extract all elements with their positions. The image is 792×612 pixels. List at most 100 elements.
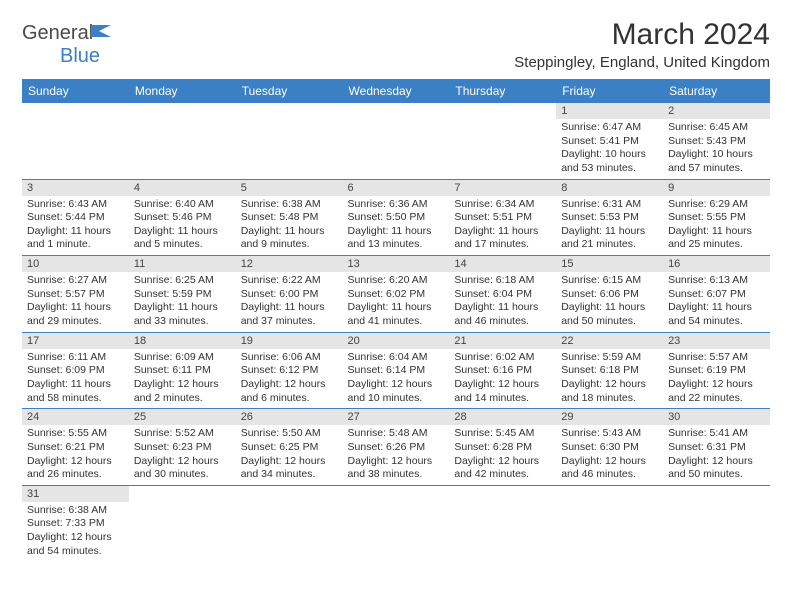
calendar-body: 1Sunrise: 6:47 AMSunset: 5:41 PMDaylight…: [22, 103, 770, 561]
day-number: 20: [343, 333, 450, 349]
calendar-row: 31Sunrise: 6:38 AMSunset: 7:33 PMDayligh…: [22, 485, 770, 561]
day-number: 23: [663, 333, 770, 349]
day-number: 16: [663, 256, 770, 272]
day-number: 19: [236, 333, 343, 349]
day-details: Sunrise: 6:27 AMSunset: 5:57 PMDaylight:…: [22, 272, 129, 332]
logo: GeneralBlue: [22, 22, 113, 68]
day-cell: 9Sunrise: 6:29 AMSunset: 5:55 PMDaylight…: [663, 179, 770, 256]
day-details: Sunrise: 6:31 AMSunset: 5:53 PMDaylight:…: [556, 196, 663, 256]
month-title: March 2024: [514, 18, 770, 52]
day-cell: 24Sunrise: 5:55 AMSunset: 6:21 PMDayligh…: [22, 409, 129, 486]
day-details: Sunrise: 6:29 AMSunset: 5:55 PMDaylight:…: [663, 196, 770, 256]
day-cell: 15Sunrise: 6:15 AMSunset: 6:06 PMDayligh…: [556, 256, 663, 333]
day-number: 28: [449, 409, 556, 425]
day-cell: 3Sunrise: 6:43 AMSunset: 5:44 PMDaylight…: [22, 179, 129, 256]
day-cell: 29Sunrise: 5:43 AMSunset: 6:30 PMDayligh…: [556, 409, 663, 486]
empty-cell: [236, 103, 343, 179]
empty-cell: [129, 485, 236, 561]
day-cell: 13Sunrise: 6:20 AMSunset: 6:02 PMDayligh…: [343, 256, 450, 333]
day-details: Sunrise: 6:11 AMSunset: 6:09 PMDaylight:…: [22, 349, 129, 409]
day-details: Sunrise: 6:20 AMSunset: 6:02 PMDaylight:…: [343, 272, 450, 332]
day-number: 22: [556, 333, 663, 349]
day-cell: 1Sunrise: 6:47 AMSunset: 5:41 PMDaylight…: [556, 103, 663, 179]
day-details: Sunrise: 6:02 AMSunset: 6:16 PMDaylight:…: [449, 349, 556, 409]
empty-cell: [449, 103, 556, 179]
day-details: Sunrise: 6:38 AMSunset: 5:48 PMDaylight:…: [236, 196, 343, 256]
empty-cell: [343, 103, 450, 179]
day-cell: 17Sunrise: 6:11 AMSunset: 6:09 PMDayligh…: [22, 332, 129, 409]
day-number: 12: [236, 256, 343, 272]
day-cell: 8Sunrise: 6:31 AMSunset: 5:53 PMDaylight…: [556, 179, 663, 256]
empty-cell: [236, 485, 343, 561]
day-cell: 26Sunrise: 5:50 AMSunset: 6:25 PMDayligh…: [236, 409, 343, 486]
calendar-table: SundayMondayTuesdayWednesdayThursdayFrid…: [22, 79, 770, 561]
header: GeneralBlue March 2024 Steppingley, Engl…: [22, 18, 770, 71]
day-details: Sunrise: 6:22 AMSunset: 6:00 PMDaylight:…: [236, 272, 343, 332]
logo-text-blue: Blue: [60, 45, 100, 67]
day-details: Sunrise: 5:50 AMSunset: 6:25 PMDaylight:…: [236, 425, 343, 485]
day-details: Sunrise: 6:43 AMSunset: 5:44 PMDaylight:…: [22, 196, 129, 256]
calendar-row: 3Sunrise: 6:43 AMSunset: 5:44 PMDaylight…: [22, 179, 770, 256]
day-details: Sunrise: 6:45 AMSunset: 5:43 PMDaylight:…: [663, 119, 770, 179]
calendar-row: 1Sunrise: 6:47 AMSunset: 5:41 PMDaylight…: [22, 103, 770, 179]
day-cell: 18Sunrise: 6:09 AMSunset: 6:11 PMDayligh…: [129, 332, 236, 409]
day-details: Sunrise: 5:57 AMSunset: 6:19 PMDaylight:…: [663, 349, 770, 409]
empty-cell: [22, 103, 129, 179]
day-cell: 10Sunrise: 6:27 AMSunset: 5:57 PMDayligh…: [22, 256, 129, 333]
day-cell: 14Sunrise: 6:18 AMSunset: 6:04 PMDayligh…: [449, 256, 556, 333]
day-number: 14: [449, 256, 556, 272]
day-header: Monday: [129, 79, 236, 103]
day-details: Sunrise: 6:34 AMSunset: 5:51 PMDaylight:…: [449, 196, 556, 256]
day-cell: 6Sunrise: 6:36 AMSunset: 5:50 PMDaylight…: [343, 179, 450, 256]
day-cell: 30Sunrise: 5:41 AMSunset: 6:31 PMDayligh…: [663, 409, 770, 486]
day-details: Sunrise: 6:18 AMSunset: 6:04 PMDaylight:…: [449, 272, 556, 332]
day-number: 30: [663, 409, 770, 425]
day-details: Sunrise: 6:47 AMSunset: 5:41 PMDaylight:…: [556, 119, 663, 179]
flag-icon: [91, 22, 113, 45]
day-cell: 5Sunrise: 6:38 AMSunset: 5:48 PMDaylight…: [236, 179, 343, 256]
day-number: 11: [129, 256, 236, 272]
day-number: 5: [236, 180, 343, 196]
day-number: 9: [663, 180, 770, 196]
day-number: 18: [129, 333, 236, 349]
day-details: Sunrise: 6:04 AMSunset: 6:14 PMDaylight:…: [343, 349, 450, 409]
day-number: 21: [449, 333, 556, 349]
empty-cell: [556, 485, 663, 561]
day-cell: 28Sunrise: 5:45 AMSunset: 6:28 PMDayligh…: [449, 409, 556, 486]
day-details: Sunrise: 5:45 AMSunset: 6:28 PMDaylight:…: [449, 425, 556, 485]
day-number: 4: [129, 180, 236, 196]
day-details: Sunrise: 5:52 AMSunset: 6:23 PMDaylight:…: [129, 425, 236, 485]
day-details: Sunrise: 5:43 AMSunset: 6:30 PMDaylight:…: [556, 425, 663, 485]
day-details: Sunrise: 6:25 AMSunset: 5:59 PMDaylight:…: [129, 272, 236, 332]
calendar-row: 17Sunrise: 6:11 AMSunset: 6:09 PMDayligh…: [22, 332, 770, 409]
empty-cell: [343, 485, 450, 561]
logo-text: GeneralBlue: [22, 22, 113, 68]
day-cell: 7Sunrise: 6:34 AMSunset: 5:51 PMDaylight…: [449, 179, 556, 256]
day-details: Sunrise: 5:59 AMSunset: 6:18 PMDaylight:…: [556, 349, 663, 409]
day-cell: 20Sunrise: 6:04 AMSunset: 6:14 PMDayligh…: [343, 332, 450, 409]
empty-cell: [129, 103, 236, 179]
empty-cell: [449, 485, 556, 561]
day-details: Sunrise: 5:41 AMSunset: 6:31 PMDaylight:…: [663, 425, 770, 485]
day-number: 27: [343, 409, 450, 425]
day-cell: 16Sunrise: 6:13 AMSunset: 6:07 PMDayligh…: [663, 256, 770, 333]
day-header: Sunday: [22, 79, 129, 103]
day-number: 26: [236, 409, 343, 425]
day-cell: 2Sunrise: 6:45 AMSunset: 5:43 PMDaylight…: [663, 103, 770, 179]
day-number: 29: [556, 409, 663, 425]
day-header: Friday: [556, 79, 663, 103]
day-number: 7: [449, 180, 556, 196]
day-header: Tuesday: [236, 79, 343, 103]
day-details: Sunrise: 5:48 AMSunset: 6:26 PMDaylight:…: [343, 425, 450, 485]
day-header: Thursday: [449, 79, 556, 103]
day-cell: 19Sunrise: 6:06 AMSunset: 6:12 PMDayligh…: [236, 332, 343, 409]
day-header: Wednesday: [343, 79, 450, 103]
day-details: Sunrise: 6:13 AMSunset: 6:07 PMDaylight:…: [663, 272, 770, 332]
day-number: 3: [22, 180, 129, 196]
day-number: 10: [22, 256, 129, 272]
day-details: Sunrise: 5:55 AMSunset: 6:21 PMDaylight:…: [22, 425, 129, 485]
day-cell: 23Sunrise: 5:57 AMSunset: 6:19 PMDayligh…: [663, 332, 770, 409]
day-header: Saturday: [663, 79, 770, 103]
day-details: Sunrise: 6:09 AMSunset: 6:11 PMDaylight:…: [129, 349, 236, 409]
day-number: 17: [22, 333, 129, 349]
